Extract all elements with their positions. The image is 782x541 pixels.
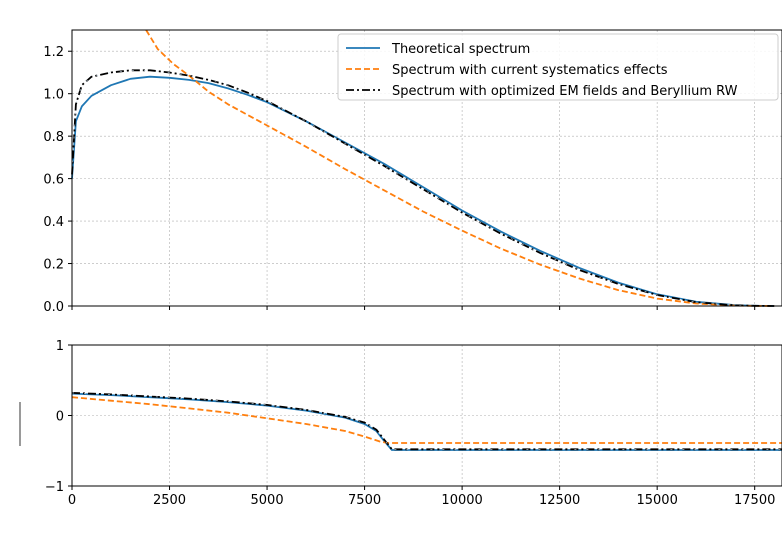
spectrum-panel: 0.0 0.2 0.4 0.6 0.8 1.0 1.2 Theoretical spectr…: [43, 29, 782, 315]
legend-box: [337, 33, 779, 101]
legend-label-0: Theoretical spectrum: [391, 42, 530, 57]
ratio-grid: [71, 345, 782, 486]
ratio-x-tick-label: 2500: [153, 493, 186, 508]
ratio-series-2-highlight: [71, 392, 782, 450]
spectrum-y-tick-label: 1.2: [43, 45, 64, 60]
ratio-frame: [71, 344, 782, 487]
ratio-panel: −1 0 1 0 2500 5000 7500 10000 12500 15000 17500: [19, 339, 782, 508]
spectrum-frame: [71, 29, 782, 307]
ratio-series-1-line: [71, 396, 782, 444]
spectrum-y-tick-label: 0.8: [43, 130, 64, 145]
legend-label-1: Spectrum with current systematics effect…: [392, 63, 668, 78]
ratio-y-ticks: −1 0 1: [45, 339, 72, 495]
ratio-x-ticks: 0 2500 5000 7500 10000 12500 15000 17500: [68, 486, 775, 508]
legend-label-2: Spectrum with optimized EM fields and Be…: [392, 84, 738, 99]
spectrum-y-tick-label: 0.6: [43, 173, 64, 188]
spectrum-y-tick-label: 0.4: [43, 215, 64, 230]
ratio-series-0-line: [71, 392, 782, 451]
ratio-x-tick-label: 15000: [636, 493, 677, 508]
legend-items: Theoretical spectrum Spectrum with curren…: [346, 42, 738, 99]
ratio-y-tick-label: 1: [56, 339, 64, 354]
spectrum-series-2-line: [71, 69, 775, 307]
spectrum-series-0-line: [71, 75, 775, 307]
spectrum-y-tick-label: 0.2: [43, 258, 64, 273]
spectrum-series-1-line: [145, 29, 775, 307]
ratio-x-tick-label: 5000: [251, 493, 284, 508]
ratio-x-tick-label: 12500: [539, 493, 580, 508]
ratio-x-tick-label: 17500: [734, 493, 775, 508]
ratio-series-2-line: [71, 392, 782, 451]
ratio-x-tick-label: 10000: [441, 493, 482, 508]
spectrum-y-ticks: 0.0 0.2 0.4 0.6 0.8 1.0 1.2: [43, 45, 72, 315]
ratio-y-tick-label: 0: [56, 410, 64, 425]
spectrum-y-tick-label: 0.0: [43, 300, 64, 315]
ratio-series: [71, 392, 782, 451]
spectrum-x-ticks: [71, 306, 756, 310]
ratio-y-tick-label: −1: [45, 480, 64, 495]
spectrum-series: [71, 29, 775, 307]
ratio-x-tick-label: 7500: [348, 493, 381, 508]
ratio-x-tick-label: 0: [68, 493, 76, 508]
spectrum-y-tick-label: 1.0: [43, 88, 64, 103]
spectrum-series-2-highlight: [71, 70, 775, 307]
legend: Theoretical spectrum Spectrum with curren…: [337, 33, 779, 101]
